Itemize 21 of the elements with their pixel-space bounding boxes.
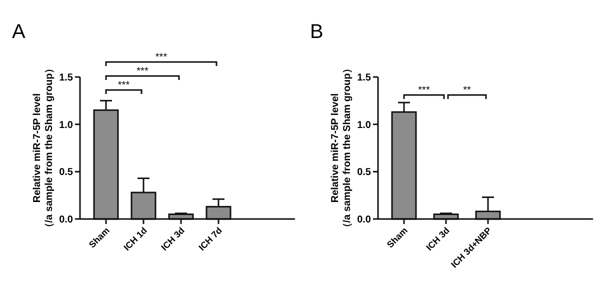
text: *** xyxy=(136,66,148,77)
y-axis-title: Relative miR-7-5P level （/a sample from the Sham group） xyxy=(32,63,55,233)
y-tick-label: 1.5 xyxy=(357,72,372,84)
text: *** xyxy=(155,52,168,63)
x-tick-label: ICH 3d xyxy=(159,225,186,253)
annotation: *** xyxy=(418,85,430,96)
annotation: ** xyxy=(463,85,471,96)
y-tick-label: 1.5 xyxy=(59,72,74,84)
x-tick-label: ICH 1d xyxy=(122,225,149,253)
annotation: *** xyxy=(118,80,130,91)
chart-title: B xyxy=(310,21,324,43)
y-tick-label: 0.0 xyxy=(59,214,74,226)
y-tick-label: 0.5 xyxy=(357,167,372,178)
chart-title: A xyxy=(12,21,26,43)
y-tick-label: 0.5 xyxy=(59,167,74,178)
x-tick-label: ICH 7d xyxy=(196,225,224,253)
y-axis-title: Relative miR-7-5P level （/a sample from the Sham group） xyxy=(330,63,353,233)
y-tick-label: 1.0 xyxy=(357,120,372,131)
x-tick-label: ICH 3d xyxy=(424,225,452,253)
y-tick-label: 1.0 xyxy=(59,120,74,131)
y-tick-label: 0.0 xyxy=(357,214,372,226)
